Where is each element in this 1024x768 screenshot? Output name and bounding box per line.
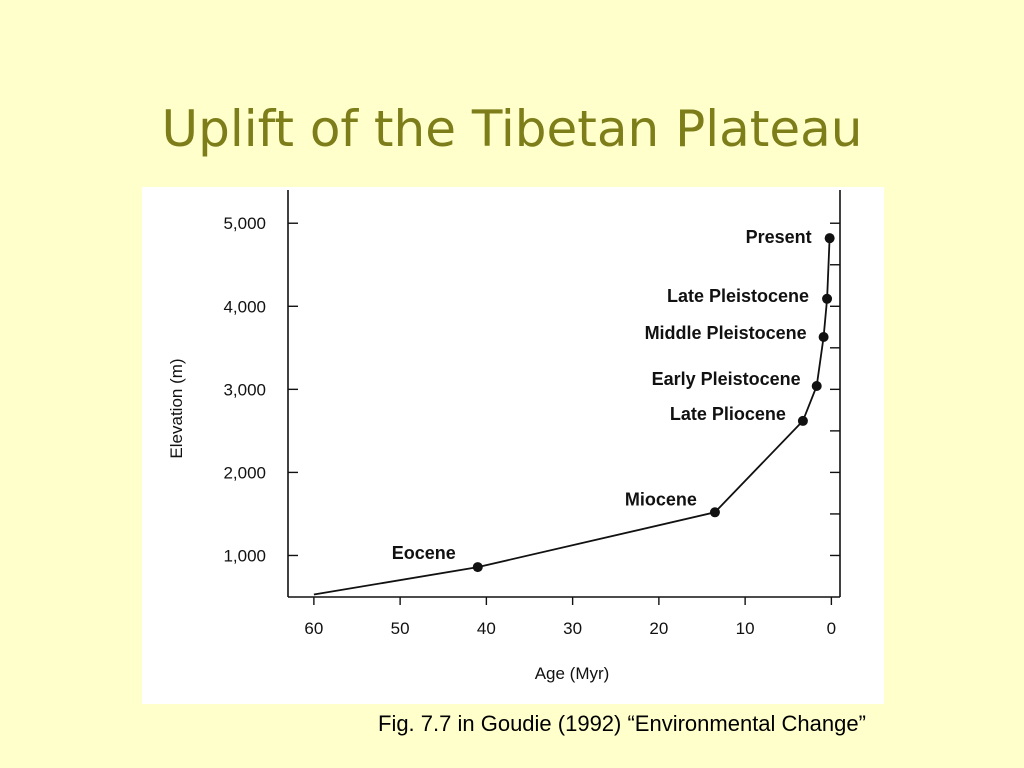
figure-caption: Fig. 7.7 in Goudie (1992) “Environmental… — [378, 711, 866, 736]
data-point — [818, 332, 829, 343]
point-label: Late Pleistocene — [667, 286, 809, 306]
x-tick-label: 40 — [477, 619, 496, 638]
point-label: Miocene — [625, 489, 697, 509]
elevation-age-chart: 1,000 2,000 3,000 4,000 5,000 60 50 40 30 20 10 0 Ag… — [167, 190, 841, 683]
slide-title: Uplift of the Tibetan Plateau — [161, 100, 863, 158]
data-point — [824, 233, 835, 244]
data-point — [797, 415, 808, 426]
y-tick-label: 4,000 — [223, 297, 266, 316]
x-tick-label: 60 — [304, 619, 323, 638]
x-tick-label: 0 — [827, 619, 836, 638]
x-tick-label: 30 — [563, 619, 582, 638]
point-label: Eocene — [392, 543, 456, 563]
y-tick-label: 1,000 — [223, 546, 266, 565]
data-point — [472, 562, 483, 573]
series-line — [313, 238, 831, 596]
x-axis-title: Age (Myr) — [535, 664, 610, 683]
y-axis-title: Elevation (m) — [167, 358, 186, 458]
y-tick-label: 5,000 — [223, 214, 266, 233]
x-tick-label: 10 — [736, 619, 755, 638]
point-label: Early Pleistocene — [652, 369, 801, 389]
x-tick-label: 50 — [391, 619, 410, 638]
y-tick-label: 3,000 — [223, 380, 266, 399]
data-point — [709, 507, 720, 518]
y-tick-label: 2,000 — [223, 463, 266, 482]
data-point — [822, 293, 833, 304]
point-label: Late Pliocene — [670, 404, 786, 424]
chart-panel: 1,000 2,000 3,000 4,000 5,000 60 50 40 30 20 10 0 Ag… — [142, 187, 884, 704]
x-tick-label: 20 — [649, 619, 668, 638]
point-label: Middle Pleistocene — [645, 323, 807, 343]
data-point — [811, 381, 822, 392]
point-label: Present — [746, 227, 812, 247]
